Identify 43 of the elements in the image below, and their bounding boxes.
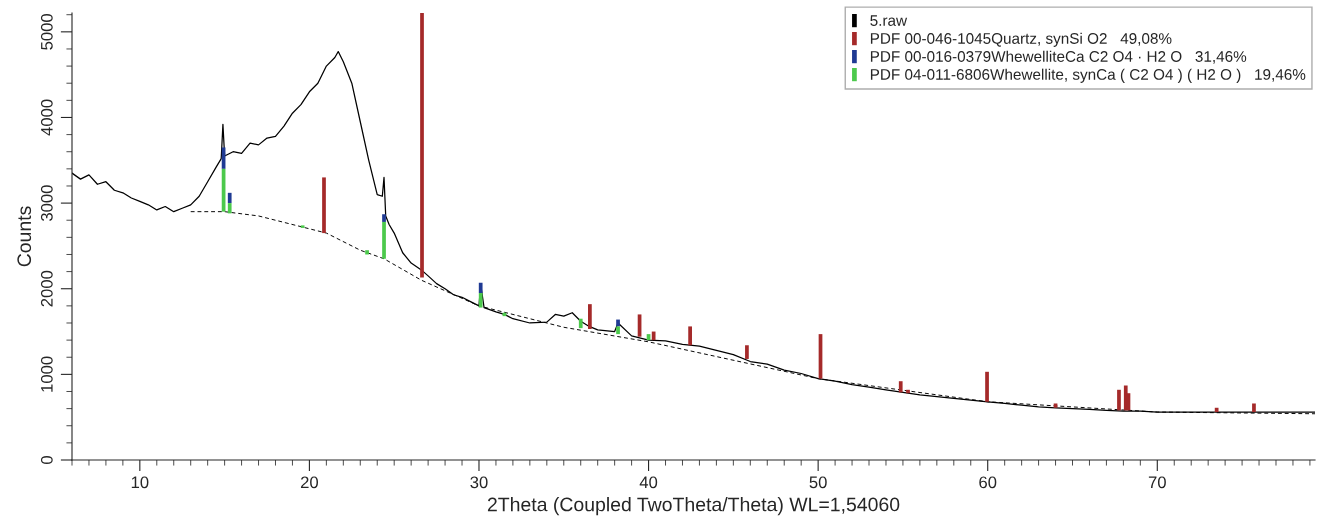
bar (300, 225, 305, 228)
bar (478, 282, 483, 294)
bar (985, 371, 989, 402)
y-axis-title: Counts (17, 206, 32, 267)
x-axis-title: 2Theta (Coupled TwoTheta/Theta) WL=1,54060 (487, 497, 900, 516)
x-tick-label: 20 (300, 476, 319, 489)
y-tick-label: 3000 (40, 185, 53, 221)
legend-label: PDF 00-046-1045Quartz, synSi O2 49,08% (870, 32, 1172, 47)
x-tick-label: 30 (470, 476, 488, 489)
x-tick-label: 70 (1148, 476, 1166, 489)
bar (227, 192, 232, 204)
bar (1117, 389, 1121, 411)
legend-label: PDF 04-011-6806Whewellite, synCa ( C2 O4 ) ( H2 O ) 19,46% (870, 68, 1306, 83)
legend-label: 5.raw (870, 15, 908, 26)
x-tick-label: 50 (809, 476, 827, 489)
bar (616, 319, 620, 327)
bar (616, 326, 620, 335)
bar (745, 345, 749, 359)
x-tick-label: 10 (131, 476, 149, 489)
bar (227, 203, 232, 214)
bar (420, 13, 424, 278)
y-tick-label: 1000 (40, 356, 53, 392)
bar (1214, 407, 1219, 413)
bar (365, 250, 369, 255)
bar (588, 304, 592, 329)
legend-label: PDF 00-016-0379WhewelliteCa C2 O4 · H2 O 31,46% (870, 50, 1247, 64)
bar (651, 331, 656, 341)
y-tick-label: 0 (40, 456, 53, 464)
bar (382, 214, 386, 222)
bar (1053, 403, 1058, 408)
bar (898, 381, 903, 393)
bar (578, 318, 583, 329)
y-tick-label: 2000 (40, 270, 53, 307)
x-tick-label: 40 (639, 476, 658, 489)
bar (382, 221, 386, 259)
bar (1252, 403, 1256, 413)
bar (906, 389, 910, 394)
y-tick-label: 5000 (40, 13, 53, 50)
bar (478, 293, 483, 308)
y-tick-label: 4000 (40, 99, 53, 136)
bar (322, 177, 326, 234)
x-tick-label: 60 (979, 476, 997, 489)
bar (688, 326, 692, 346)
